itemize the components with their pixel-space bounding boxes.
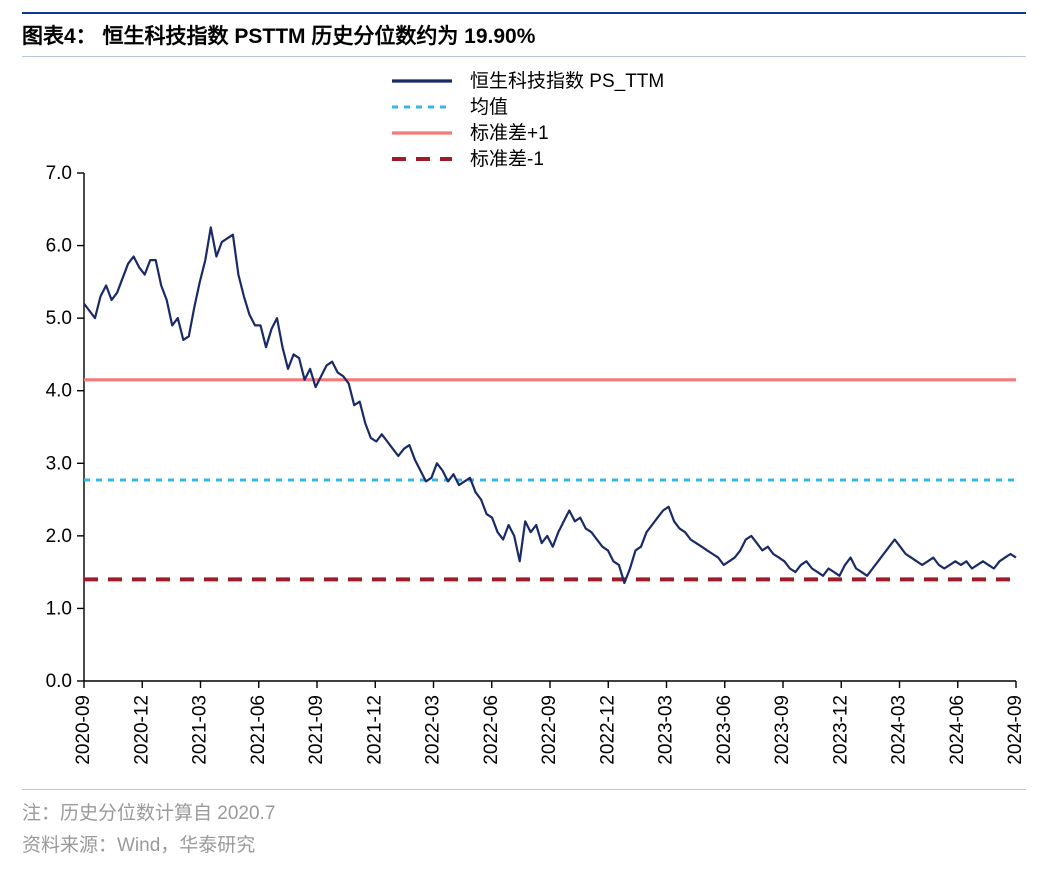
- svg-text:恒生科技指数 PS_TTM: 恒生科技指数 PS_TTM: [470, 70, 664, 92]
- plot-area: 0.0 1.0 2.0 3.0 4.0 5.0 6.0 7.0 2020-09 2020-12 20…: [22, 63, 1026, 783]
- svg-text:6.0: 6.0: [46, 236, 72, 257]
- svg-text:2024-06: 2024-06: [947, 695, 968, 765]
- svg-text:4.0: 4.0: [46, 381, 72, 402]
- svg-text:2024-09: 2024-09: [1005, 695, 1026, 765]
- svg-text:2022-12: 2022-12: [597, 695, 618, 765]
- svg-text:2022-03: 2022-03: [423, 695, 444, 765]
- svg-text:2021-12: 2021-12: [364, 695, 385, 765]
- svg-text:2024-03: 2024-03: [889, 695, 910, 765]
- svg-text:2022-09: 2022-09: [539, 695, 560, 765]
- source: 资料来源：Wind，华泰研究: [22, 830, 1026, 862]
- svg-text:均值: 均值: [470, 96, 508, 118]
- svg-text:2020-12: 2020-12: [131, 695, 152, 765]
- svg-text:标准差+1: 标准差+1: [470, 122, 549, 144]
- svg-text:2021-06: 2021-06: [248, 695, 269, 765]
- svg-text:3.0: 3.0: [46, 453, 72, 474]
- svg-text:2023-09: 2023-09: [772, 695, 793, 765]
- svg-text:2020-09: 2020-09: [73, 695, 94, 765]
- footer: 注：历史分位数计算自 2020.7 资料来源：Wind，华泰研究: [22, 789, 1026, 863]
- svg-text:2023-03: 2023-03: [656, 695, 677, 765]
- svg-text:0.0: 0.0: [46, 671, 72, 692]
- chart-svg: 0.0 1.0 2.0 3.0 4.0 5.0 6.0 7.0 2020-09 2020-12 20…: [22, 63, 1026, 783]
- svg-text:7.0: 7.0: [46, 163, 72, 184]
- svg-text:2.0: 2.0: [46, 526, 72, 547]
- svg-text:2021-03: 2021-03: [190, 695, 211, 765]
- footnote: 注：历史分位数计算自 2020.7: [22, 798, 1026, 830]
- svg-text:5.0: 5.0: [46, 308, 72, 329]
- svg-text:1.0: 1.0: [46, 598, 72, 619]
- svg-text:2023-06: 2023-06: [714, 695, 735, 765]
- svg-text:2023-12: 2023-12: [830, 695, 851, 765]
- chart-container: 图表4： 恒生科技指数 PSTTM 历史分位数约为 19.90% 0.0 1.0 2…: [0, 0, 1048, 892]
- svg-text:标准差-1: 标准差-1: [470, 148, 544, 170]
- svg-text:2022-06: 2022-06: [481, 695, 502, 765]
- svg-text:2021-09: 2021-09: [306, 695, 327, 765]
- chart-title: 图表4： 恒生科技指数 PSTTM 历史分位数约为 19.90%: [22, 12, 1026, 57]
